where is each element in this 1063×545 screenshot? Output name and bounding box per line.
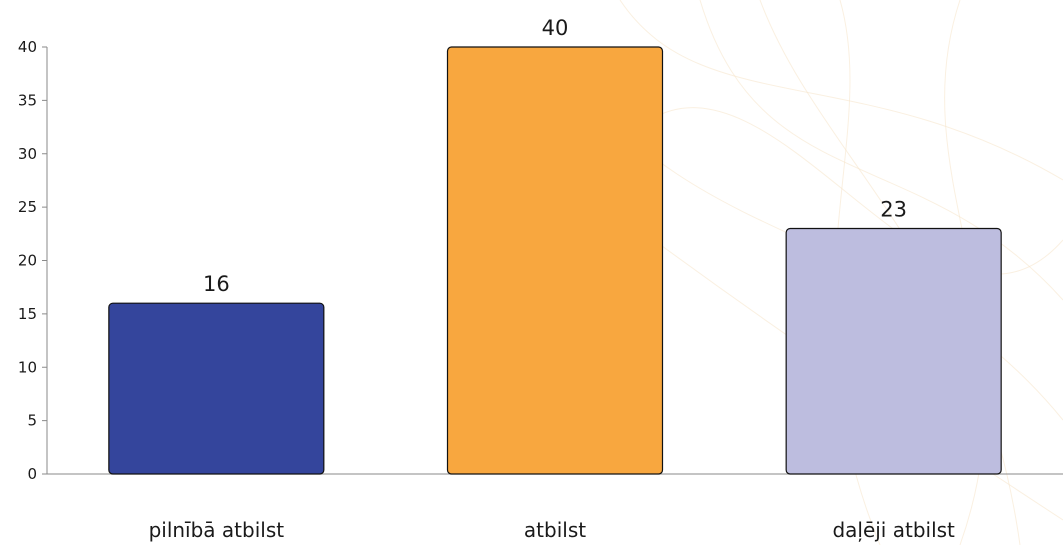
x-category-label: atbilst: [524, 518, 586, 542]
bars-layer: [108, 46, 1002, 475]
y-tick-label: 30: [18, 145, 37, 163]
y-tick-label: 20: [18, 252, 37, 270]
y-tick-label: 0: [27, 465, 37, 483]
y-tick-label: 5: [27, 412, 37, 430]
data-label: 23: [880, 197, 907, 221]
y-tick-label: 15: [18, 305, 37, 323]
y-tick-label: 10: [18, 358, 37, 376]
y-tick-label: 35: [18, 91, 37, 109]
x-category-label: pilnībā atbilst: [149, 518, 285, 542]
data-label: 40: [542, 16, 569, 40]
y-tick-label: 25: [18, 198, 37, 216]
x-category-label: daļēji atbilst: [832, 518, 955, 542]
data-label: 16: [203, 272, 230, 296]
bar: [108, 302, 325, 475]
y-tick-label: 40: [18, 38, 37, 56]
bar: [446, 46, 664, 475]
labels-layer: 16 pilnībā atbilst 40 atbilst 23 daļēji atbil…: [149, 16, 955, 542]
bar: [785, 227, 1002, 475]
